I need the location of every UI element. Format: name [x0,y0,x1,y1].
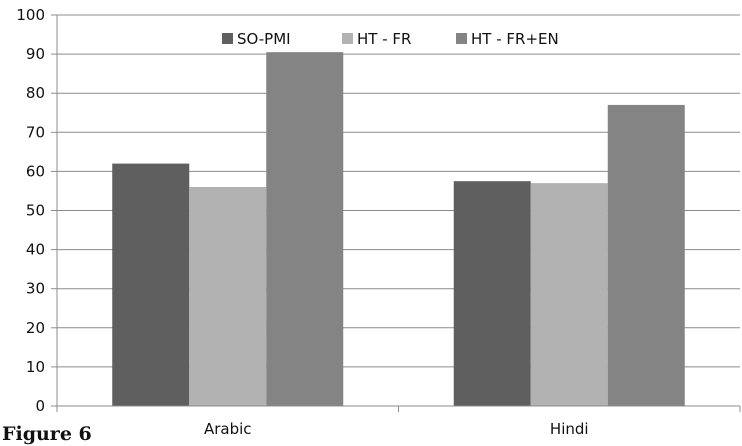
legend-swatch [456,33,467,44]
y-tick-label: 20 [26,319,45,337]
bar-so-pmi-hindi [453,181,531,406]
bars [112,52,685,407]
axes [51,14,741,412]
x-tick-label: Arabic [204,420,252,438]
legend-label: HT - FR [357,30,411,48]
figure-caption: Figure 6 [2,423,92,445]
y-tick-label: 40 [26,241,45,259]
legend-label: SO-PMI [237,30,291,48]
legend-label: HT - FR+EN [471,30,559,48]
bar-ht-fr-arabic [189,187,267,406]
y-tick-label: 80 [26,84,45,102]
y-tick-label: 70 [26,123,45,141]
bar-so-pmi-arabic [112,163,190,406]
y-tick-label: 50 [26,202,45,220]
y-tick-label: 30 [26,280,45,298]
y-tick-label: 90 [26,45,45,63]
legend-swatch [222,33,233,44]
bar-ht-fr-en-arabic [266,52,344,407]
y-tick-label: 100 [16,6,45,24]
x-tick-label: Hindi [550,420,589,438]
bar-ht-fr-hindi [530,183,608,406]
y-tick-label: 10 [26,358,45,376]
y-tick-labels: 0 10 20 30 40 50 60 70 80 90 100 [16,6,45,415]
y-tick-label: 60 [26,162,45,180]
legend: SO-PMI HT - FR HT - FR+EN [222,30,559,48]
y-tick-label: 0 [35,397,45,415]
bar-ht-fr-en-hindi [607,104,685,407]
legend-swatch [342,33,353,44]
x-tick-labels: Arabic Hindi [204,420,589,438]
